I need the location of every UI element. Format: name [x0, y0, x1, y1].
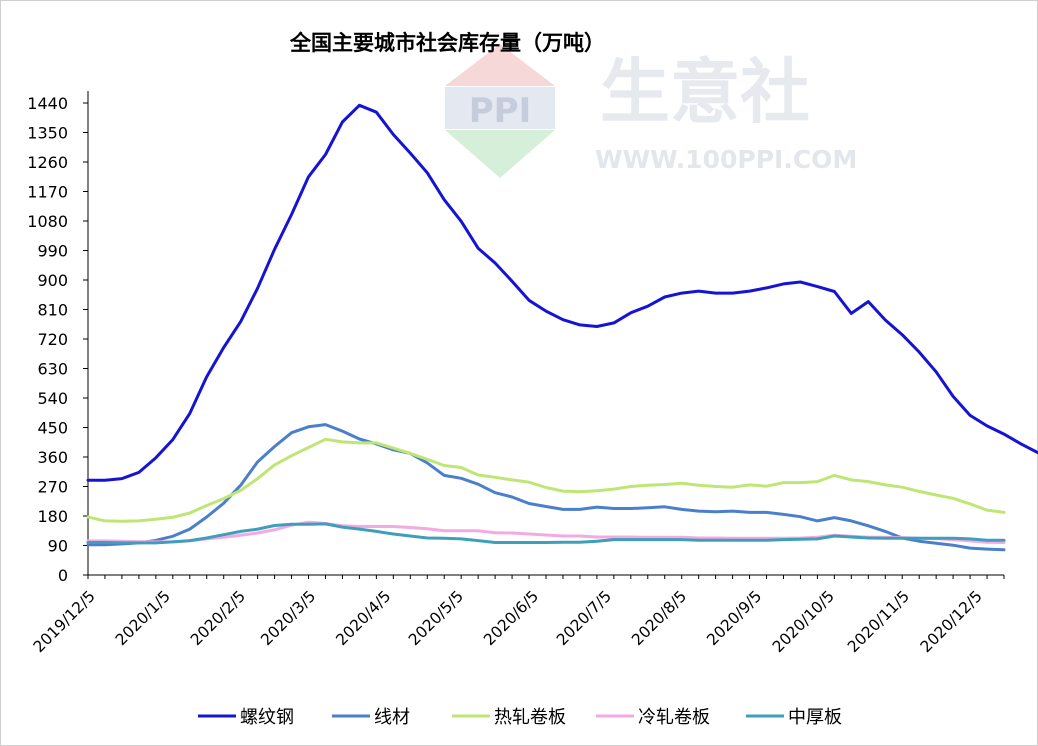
y-axis: 0 90 180 270 360 450 540 630 720 810 900 990 1080 117… [27, 91, 89, 585]
x-tick-label: 2020/8/5 [628, 587, 690, 649]
y-tick-label: 720 [37, 330, 68, 349]
x-tick-label: 2020/6/5 [480, 587, 542, 649]
legend-label: 线材 [374, 707, 410, 728]
watermark-logo-bottom-triangle [445, 130, 555, 178]
legend-label: 中厚板 [788, 707, 842, 728]
y-tick-label: 360 [37, 448, 68, 467]
y-tick-label: 630 [37, 360, 68, 379]
x-tick-label: 2020/9/5 [703, 587, 765, 649]
x-tick-label: 2020/5/5 [405, 587, 467, 649]
x-axis: 2019/12/5 2020/1/5 2020/2/5 2020/3/5 2020/4/… [30, 574, 1005, 656]
watermark-brand: 生意社 [600, 51, 810, 133]
x-tick-label: 2020/11/5 [844, 587, 913, 656]
y-tick-label: 1350 [27, 124, 68, 143]
y-tick-label: 810 [37, 301, 68, 320]
y-tick-label: 1170 [27, 183, 68, 202]
series-layer [86, 103, 1038, 552]
watermark-logo-top-triangle [445, 44, 555, 86]
x-tick-label: 2020/7/5 [553, 587, 615, 649]
x-tick-label: 2020/10/5 [769, 587, 838, 656]
y-tick-label: 180 [37, 507, 68, 526]
x-tick-label: 2019/12/5 [30, 587, 99, 656]
series-line-4 [86, 522, 1006, 545]
y-tick-label: 990 [37, 242, 68, 261]
series-line-1 [86, 423, 1006, 552]
legend: 螺纹钢 线材 热轧卷板 冷轧卷板 中厚板 [198, 707, 842, 728]
chart-title: 全国主要城市社会库存量（万吨） [289, 31, 605, 55]
legend-label: 螺纹钢 [240, 707, 294, 728]
x-tick-label: 2020/4/5 [333, 587, 395, 649]
watermark-url: WWW.100PPI.COM [595, 145, 857, 174]
legend-item-3: 冷轧卷板 [596, 707, 710, 728]
y-tick-label: 90 [48, 537, 68, 556]
watermark-logo-text: PPI [469, 91, 532, 131]
y-tick-label: 0 [58, 566, 68, 585]
y-tick-label: 450 [37, 419, 68, 438]
y-tick-label: 900 [37, 271, 68, 290]
legend-item-4: 中厚板 [746, 707, 842, 728]
legend-item-1: 线材 [332, 707, 410, 728]
y-tick-label: 1440 [27, 94, 68, 113]
watermark-logo-band [445, 87, 555, 129]
x-tick-label: 2020/3/5 [257, 587, 319, 649]
legend-label: 冷轧卷板 [638, 707, 710, 728]
x-tick-label: 2020/12/5 [917, 587, 986, 656]
legend-item-2: 热轧卷板 [452, 707, 566, 728]
x-tick-label: 2020/2/5 [187, 587, 249, 649]
y-tick-label: 1080 [27, 212, 68, 231]
y-tick-label: 540 [37, 389, 68, 408]
series-line-0 [86, 103, 1038, 482]
y-tick-label: 1260 [27, 153, 68, 172]
legend-label: 热轧卷板 [494, 707, 566, 728]
y-tick-label: 270 [37, 478, 68, 497]
legend-item-0: 螺纹钢 [198, 707, 294, 728]
x-tick-label: 2020/1/5 [112, 587, 174, 649]
watermark: PPI 生意社 WWW.100PPI.COM [445, 44, 857, 178]
series-line-2 [86, 437, 1006, 523]
